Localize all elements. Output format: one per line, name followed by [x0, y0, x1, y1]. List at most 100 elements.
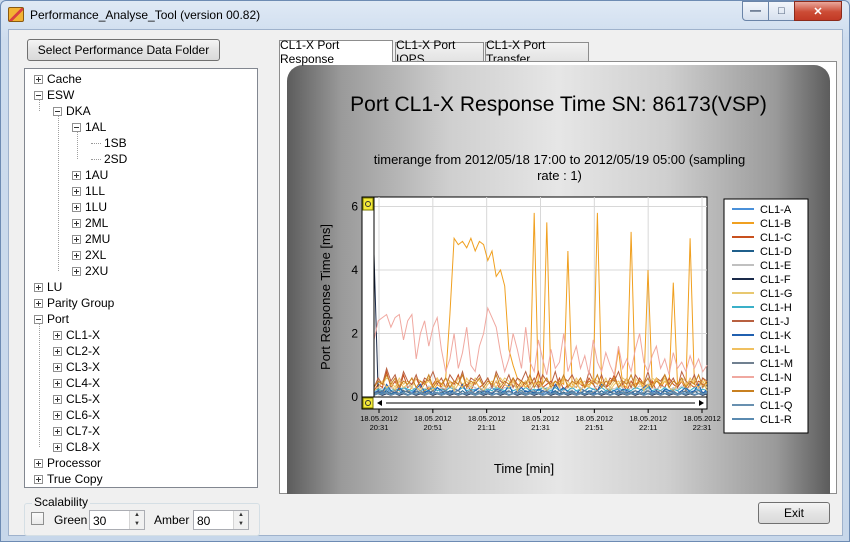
spin-down-icon[interactable]: ▼ — [130, 520, 144, 529]
x-tick-label: 18.05.2012 — [683, 414, 721, 423]
tree-item-label: 2ML — [85, 216, 109, 230]
expand-icon[interactable] — [72, 170, 81, 180]
scroll-right-icon[interactable] — [699, 400, 704, 406]
legend-entry: CL1-B — [760, 218, 791, 230]
tree-item[interactable]: DKA — [53, 103, 91, 119]
tab-port-transfer[interactable]: CL1-X Port Transfer — [485, 38, 589, 66]
tree-item-label: CL1-X — [66, 328, 101, 342]
tree-item[interactable]: CL7-X — [53, 423, 100, 439]
spin-up-icon[interactable]: ▲ — [130, 511, 144, 520]
spin-up-icon[interactable]: ▲ — [234, 511, 248, 520]
expand-icon[interactable] — [34, 282, 43, 292]
expand-icon[interactable] — [53, 330, 62, 340]
tree-item[interactable]: 1AU — [72, 167, 108, 183]
chart-subtitle: timerange from 2012/05/18 17:00 to 2012/… — [332, 152, 787, 184]
expand-icon[interactable] — [53, 346, 62, 356]
tree-item-label: 1SB — [104, 136, 127, 150]
amber-label: Amber — [154, 513, 190, 527]
chart-subtitle-line-1: timerange from 2012/05/18 17:00 to 2012/… — [373, 152, 746, 167]
expand-icon[interactable] — [72, 250, 81, 260]
tree-item[interactable]: ESW — [34, 87, 74, 103]
tree-item-label: 2XL — [85, 248, 107, 262]
y-tick-label: 6 — [351, 200, 358, 214]
x-tick-label: 20:51 — [423, 423, 442, 432]
chart-area: Port CL1-X Response Time SN: 86173(VSP) … — [287, 65, 830, 494]
tree-item[interactable]: CL2-X — [53, 343, 100, 359]
tree-guide-line — [39, 100, 40, 111]
expand-icon[interactable] — [53, 410, 62, 420]
scroll-left-icon[interactable] — [377, 400, 382, 406]
legend-entry: CL1-P — [760, 386, 791, 398]
tree-item[interactable]: 2ML — [72, 215, 108, 231]
tree-item-label: CL7-X — [66, 424, 101, 438]
tree-item[interactable]: Parity Group — [34, 295, 114, 311]
amber-spinner[interactable]: 80 ▲ ▼ — [193, 510, 249, 530]
tab-port-iops[interactable]: CL1-X Port IOPS — [395, 38, 484, 66]
expand-icon[interactable] — [34, 458, 43, 468]
legend-entry: CL1-M — [760, 358, 793, 370]
x-tick-label: 20:31 — [370, 423, 389, 432]
expand-icon[interactable] — [72, 202, 81, 212]
chart-title: Port CL1-X Response Time SN: 86173(VSP) — [350, 93, 767, 116]
expand-icon[interactable] — [34, 74, 43, 84]
tree-item[interactable]: Port — [34, 311, 69, 327]
tree-item[interactable]: 2XU — [72, 263, 108, 279]
tree-item[interactable]: Processor — [34, 455, 101, 471]
y-scrollbar[interactable] — [361, 196, 375, 398]
green-value[interactable]: 30 — [93, 514, 107, 528]
tree-item[interactable]: 2SD — [91, 151, 127, 167]
tree-item[interactable]: 1LL — [72, 183, 105, 199]
amber-value[interactable]: 80 — [197, 514, 211, 528]
scalability-title: Scalability — [32, 495, 91, 509]
scalability-checkbox[interactable] — [31, 512, 44, 525]
y-zoom-reset-icon[interactable] — [362, 197, 374, 211]
collapse-icon[interactable] — [53, 106, 62, 116]
collapse-icon[interactable] — [34, 314, 43, 324]
green-spinner[interactable]: 30 ▲ ▼ — [89, 510, 145, 530]
app-icon[interactable] — [8, 7, 24, 22]
spin-down-icon[interactable]: ▼ — [234, 520, 248, 529]
tree-item[interactable]: 1AL — [72, 119, 106, 135]
collapse-icon[interactable] — [72, 122, 81, 132]
tree-item[interactable]: CL4-X — [53, 375, 100, 391]
tree-item[interactable]: True Copy — [34, 471, 103, 487]
select-folder-button[interactable]: Select Performance Data Folder — [27, 39, 220, 61]
expand-icon[interactable] — [72, 234, 81, 244]
minimize-button[interactable]: — — [742, 1, 769, 21]
y-tick-label: 0 — [351, 390, 358, 404]
expand-icon[interactable] — [72, 186, 81, 196]
close-button[interactable]: ✕ — [794, 1, 842, 21]
zoom-icon — [365, 201, 371, 207]
green-spin-buttons: ▲ ▼ — [129, 511, 144, 529]
expand-icon[interactable] — [34, 298, 43, 308]
tab-port-response[interactable]: CL1-X Port Response — [279, 38, 393, 66]
tree-item[interactable]: Cache — [34, 71, 82, 87]
tree-item[interactable]: 1LU — [72, 199, 107, 215]
x-zoom-reset-icon[interactable] — [362, 397, 374, 409]
tree-item-label: CL2-X — [66, 344, 101, 358]
maximize-button[interactable]: □ — [768, 1, 795, 21]
tree-connector — [91, 158, 101, 160]
title-bar[interactable]: Performance_Analyse_Tool (version 00.82)… — [1, 1, 849, 29]
tree-item[interactable]: CL3-X — [53, 359, 100, 375]
expand-icon[interactable] — [34, 474, 43, 484]
tree-item[interactable]: CL6-X — [53, 407, 100, 423]
tree-item[interactable]: LU — [34, 279, 62, 295]
expand-icon[interactable] — [53, 394, 62, 404]
expand-icon[interactable] — [53, 442, 62, 452]
expand-icon[interactable] — [53, 362, 62, 372]
tree-item[interactable]: 2MU — [72, 231, 110, 247]
expand-icon[interactable] — [53, 378, 62, 388]
tree-item[interactable]: 1SB — [91, 135, 127, 151]
expand-icon[interactable] — [72, 266, 81, 276]
exit-button[interactable]: Exit — [758, 502, 830, 524]
tree-item[interactable]: 2XL — [72, 247, 106, 263]
expand-icon[interactable] — [53, 426, 62, 436]
tab-panel: Port CL1-X Response Time SN: 86173(VSP) … — [279, 61, 837, 494]
tree-item[interactable]: CL1-X — [53, 327, 100, 343]
tree-view[interactable]: Cache ESW DKA 1AL 1SB 2SD 1AU 1LL 1LU 2ML 2MU 2XL 2X… — [24, 68, 258, 488]
tree-item[interactable]: CL8-X — [53, 439, 100, 455]
collapse-icon[interactable] — [34, 90, 43, 100]
tree-item[interactable]: CL5-X — [53, 391, 100, 407]
expand-icon[interactable] — [72, 218, 81, 228]
